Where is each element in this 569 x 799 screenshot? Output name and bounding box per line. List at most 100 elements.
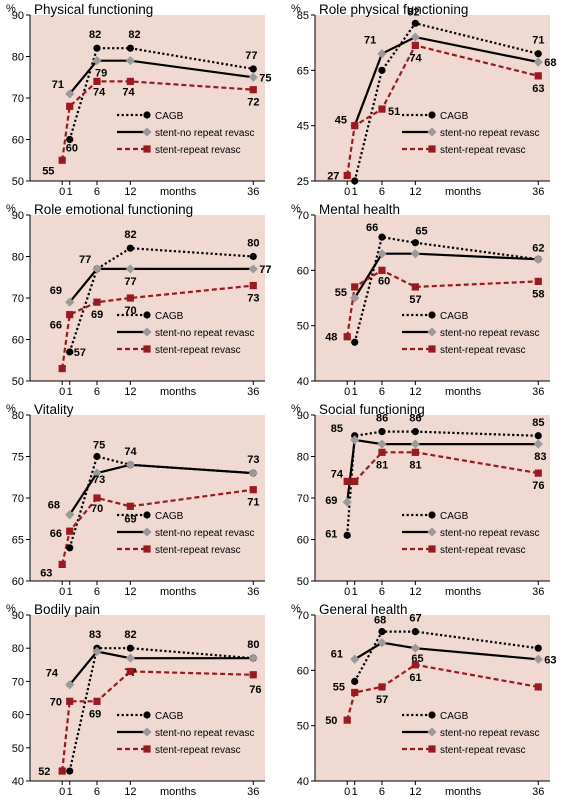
data-label: 83 [534, 451, 546, 463]
data-point-stent-repeat [377, 266, 386, 274]
data-label: 81 [409, 459, 421, 471]
y-tick-label: 70 [296, 610, 308, 622]
data-point-stent-no-repeat [248, 72, 258, 82]
data-label: 74 [330, 468, 343, 480]
data-label: 73 [247, 293, 259, 305]
legend-label: CAGB [155, 311, 184, 322]
legend-marker-stent-no-repeat [142, 127, 152, 137]
data-label: 57 [74, 347, 86, 359]
legend: CAGB stent-no repeat revasc stent-repeat r… [117, 511, 255, 556]
x-tick-label: 12 [409, 586, 421, 598]
y-tick-label: 50 [296, 721, 308, 733]
x-tick-label: 12 [409, 786, 421, 798]
data-label: 75 [93, 440, 105, 452]
x-axis-label: months [160, 386, 197, 398]
y-tick-label: 75 [12, 452, 24, 464]
data-label: 66 [365, 222, 377, 234]
data-label: 67 [409, 613, 421, 625]
data-label: 75 [259, 72, 271, 84]
chart-panel: % Mental health 40 50 60 70 0 1 6 12 36 months 66 65 5… [291, 202, 550, 398]
x-tick-label: 6 [94, 586, 100, 598]
legend-label: stent-repeat revasc [155, 545, 241, 556]
data-point-cagb [534, 644, 542, 652]
y-tick-label: 60 [12, 576, 24, 588]
x-tick-label: 0 [344, 586, 350, 598]
data-point-stent-repeat [249, 486, 257, 494]
data-point-cagb [66, 348, 74, 356]
data-label: 63 [544, 654, 556, 666]
data-label: 62 [532, 242, 544, 254]
x-tick-label: 1 [351, 786, 357, 798]
chart-panel: % Bodily pain 40 50 60 70 80 90 0 1 6 12 36 months 83 8… [6, 602, 265, 798]
plot-area [314, 15, 550, 181]
legend-marker-cagb [427, 511, 436, 519]
data-label: 52 [38, 766, 50, 778]
chart-title: General health [319, 602, 408, 617]
y-tick-label: 50 [12, 743, 24, 755]
data-point-stent-repeat [126, 77, 134, 85]
legend-label: stent-repeat revasc [155, 345, 241, 356]
data-label: 61 [330, 648, 342, 660]
data-label: 68 [544, 57, 556, 69]
legend-marker-stent-no-repeat [426, 327, 437, 337]
y-tick-label: 60 [12, 135, 24, 147]
data-point-cagb [343, 531, 351, 539]
data-point-stent-repeat [126, 667, 134, 676]
data-label: 86 [375, 413, 387, 425]
data-point-cagb [350, 177, 358, 185]
legend-label: CAGB [440, 111, 469, 122]
x-axis-label: months [160, 586, 197, 598]
data-label: 60 [377, 275, 389, 287]
legend-marker-stent-no-repeat [426, 727, 437, 737]
y-tick-label: 70 [12, 93, 24, 105]
data-label: 77 [124, 276, 136, 288]
y-tick-label: 50 [296, 321, 308, 333]
chart-panel: % Physical functioning 50 60 70 80 90 0 1 6 12 36 mo… [6, 2, 272, 198]
x-tick-label: 0 [59, 586, 65, 598]
x-tick-label: 36 [532, 186, 544, 198]
data-label: 77 [259, 264, 271, 276]
data-label: 51 [387, 106, 399, 118]
data-label: 70 [124, 305, 136, 317]
data-label: 61 [325, 528, 337, 540]
x-tick-label: 1 [67, 186, 73, 198]
y-tick-label: 25 [296, 176, 308, 188]
y-tick-label: 65 [12, 535, 24, 547]
x-tick-label: 6 [94, 186, 100, 198]
data-label: 69 [50, 285, 62, 297]
chart-panel: % General health 40 50 60 70 0 1 6 12 36 months 68 67… [291, 602, 557, 798]
legend-label: CAGB [155, 111, 184, 122]
data-point-cagb [411, 19, 419, 27]
x-tick-label: 6 [94, 786, 100, 798]
data-point-stent-repeat [377, 448, 386, 456]
y-tick-label: 70 [12, 293, 24, 305]
data-point-stent-repeat [66, 311, 74, 319]
chart-title: Vitality [34, 402, 74, 417]
legend-marker-stent-repeat [143, 345, 151, 353]
series-line-stent-no-repeat [353, 641, 538, 661]
y-tick-label: 90 [12, 610, 24, 622]
legend: CAGB stent-no repeat revasc stent-repeat r… [117, 711, 255, 756]
data-point-cagb [350, 677, 358, 685]
chart-panel: % Vitality 60 65 70 75 80 0 1 6 12 36 months 75 74 73 68… [6, 402, 265, 598]
legend-marker-cagb [143, 311, 151, 319]
data-label: 65 [415, 226, 427, 238]
data-label: 82 [124, 629, 136, 641]
chart-panel: % Role physical functioning 25 45 65 85 0 1 6 12 3… [291, 2, 557, 198]
legend-label: CAGB [440, 711, 469, 722]
data-label: 50 [325, 715, 337, 727]
data-label: 45 [334, 115, 346, 127]
y-axis-unit: % [6, 603, 16, 615]
data-point-stent-repeat [343, 716, 351, 724]
x-tick-label: 36 [247, 386, 259, 398]
y-tick-label: 40 [12, 776, 24, 788]
data-point-stent-repeat [377, 105, 386, 113]
data-point-stent-repeat [343, 477, 351, 485]
plot-area [30, 15, 265, 181]
data-label: 82 [89, 29, 101, 41]
data-point-stent-no-repeat [533, 439, 543, 449]
data-point-stent-repeat [377, 683, 386, 691]
legend: CAGB stent-no repeat revasc stent-repeat r… [401, 111, 539, 156]
y-axis-unit: % [291, 603, 301, 615]
y-tick-label: 90 [12, 10, 24, 22]
